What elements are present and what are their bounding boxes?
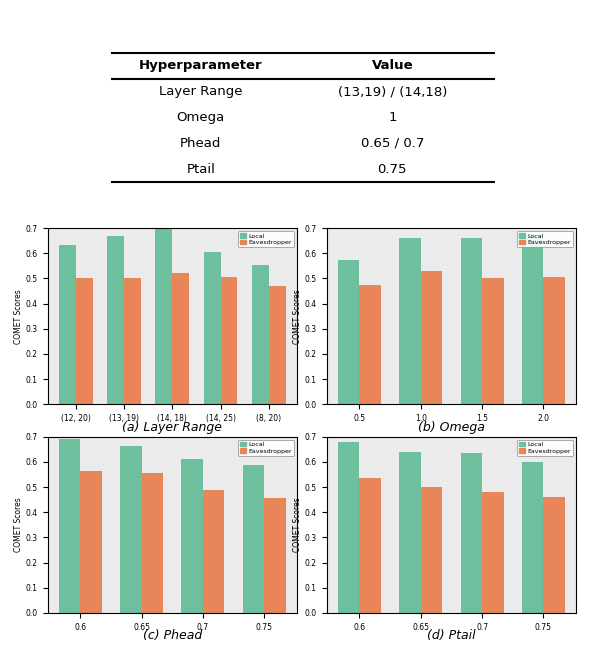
Bar bbox=[482, 278, 504, 404]
Bar bbox=[359, 479, 381, 613]
Y-axis label: COMET Scores: COMET Scores bbox=[293, 289, 302, 344]
Bar bbox=[80, 471, 102, 613]
Text: (d) Ptail: (d) Ptail bbox=[427, 629, 476, 642]
Bar bbox=[204, 252, 220, 404]
Bar bbox=[421, 487, 443, 613]
Bar bbox=[359, 285, 381, 404]
Bar bbox=[338, 259, 359, 404]
Legend: Local, Eavesdropper: Local, Eavesdropper bbox=[238, 440, 294, 456]
Bar bbox=[76, 278, 93, 404]
Bar bbox=[172, 273, 189, 404]
Bar bbox=[181, 460, 203, 613]
Bar bbox=[268, 286, 286, 404]
Y-axis label: COMET Scores: COMET Scores bbox=[293, 497, 302, 552]
Bar bbox=[220, 277, 238, 404]
Bar bbox=[460, 453, 482, 613]
Bar bbox=[59, 439, 80, 613]
Bar bbox=[156, 222, 172, 404]
Bar bbox=[243, 464, 264, 613]
Y-axis label: COMET Scores: COMET Scores bbox=[14, 289, 23, 344]
Bar bbox=[421, 271, 443, 404]
Bar bbox=[482, 492, 504, 613]
Legend: Local, Eavesdropper: Local, Eavesdropper bbox=[517, 231, 573, 247]
Bar bbox=[59, 244, 76, 404]
Bar bbox=[460, 238, 482, 404]
Y-axis label: COMET Scores: COMET Scores bbox=[14, 497, 23, 552]
Legend: Local, Eavesdropper: Local, Eavesdropper bbox=[238, 231, 294, 247]
Bar bbox=[522, 235, 544, 404]
Legend: Local, Eavesdropper: Local, Eavesdropper bbox=[517, 440, 573, 456]
Bar bbox=[203, 490, 225, 613]
Bar bbox=[544, 277, 565, 404]
Bar bbox=[107, 236, 124, 404]
Text: (c) Phead: (c) Phead bbox=[143, 629, 202, 642]
Text: (a) Layer Range: (a) Layer Range bbox=[122, 421, 222, 434]
Bar bbox=[264, 498, 286, 613]
Bar bbox=[522, 462, 544, 613]
Bar bbox=[399, 238, 421, 404]
Bar bbox=[399, 452, 421, 613]
Bar bbox=[141, 473, 163, 613]
Bar bbox=[124, 278, 141, 404]
Text: (b) Omega: (b) Omega bbox=[418, 421, 485, 434]
Bar bbox=[338, 442, 359, 613]
Bar bbox=[120, 446, 141, 613]
Bar bbox=[544, 497, 565, 613]
Bar bbox=[252, 265, 268, 404]
